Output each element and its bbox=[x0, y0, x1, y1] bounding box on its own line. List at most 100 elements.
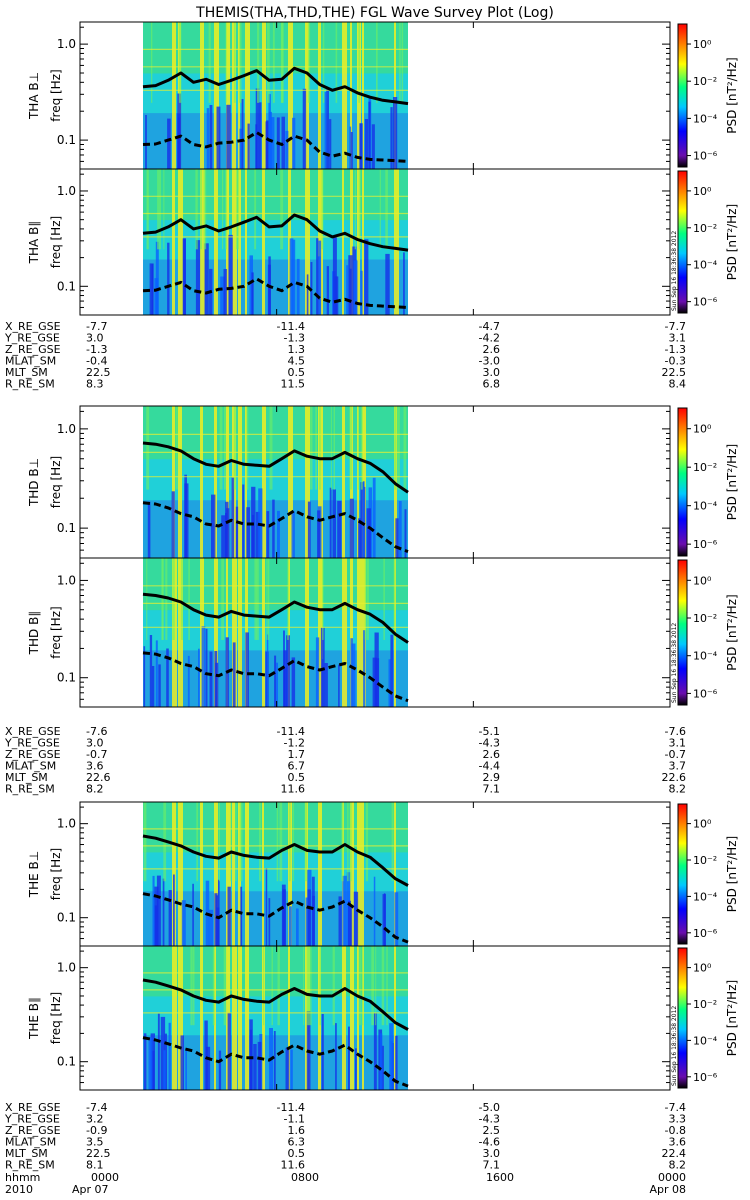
stripe bbox=[270, 117, 275, 169]
stripe bbox=[271, 946, 273, 1026]
panel-label: THE B⊥ bbox=[27, 851, 41, 898]
stripe bbox=[148, 1037, 153, 1090]
stripe bbox=[157, 1013, 160, 1090]
stripe bbox=[222, 169, 224, 250]
stripe bbox=[232, 558, 237, 707]
stripe bbox=[288, 22, 293, 169]
stripe bbox=[276, 802, 279, 882]
stripe bbox=[348, 1026, 350, 1090]
colorbar-tick-label: 10⁻⁶ bbox=[693, 150, 718, 163]
stripe bbox=[226, 802, 231, 946]
stripe bbox=[251, 486, 256, 558]
stripe bbox=[245, 22, 250, 169]
stripe bbox=[251, 272, 254, 315]
stripe bbox=[152, 666, 155, 707]
stripe bbox=[353, 891, 359, 946]
ephem-label: Z_RE_GSE bbox=[5, 1124, 61, 1137]
upper-cyclotron-line bbox=[142, 592, 409, 644]
ephem-label: X_RE_GSE bbox=[5, 725, 61, 738]
stripe bbox=[181, 558, 183, 640]
stripe bbox=[209, 651, 213, 707]
ephem-value: 2.6 bbox=[483, 343, 501, 356]
ephem-value: -1.3 bbox=[665, 343, 686, 356]
stripe bbox=[226, 104, 231, 169]
spectrogram-stripes bbox=[143, 946, 408, 1090]
stripe bbox=[211, 494, 216, 558]
stripe bbox=[162, 558, 164, 640]
colorbar-tick-label: 10⁻² bbox=[693, 998, 717, 1011]
colorbar-tick-label: 10⁻⁶ bbox=[693, 296, 718, 309]
stripe bbox=[287, 558, 289, 640]
stripe bbox=[350, 802, 354, 946]
stripe bbox=[245, 802, 249, 946]
figure-title: THEMIS(THA,THD,THE) FGL Wave Survey Plot… bbox=[195, 5, 554, 21]
stripe bbox=[262, 558, 265, 707]
stripe bbox=[332, 237, 337, 315]
ephem-value: 22.5 bbox=[662, 366, 687, 379]
stripe bbox=[231, 477, 235, 558]
ephem-value: -7.6 bbox=[86, 725, 107, 738]
ephem-label: X_RE_GSE bbox=[5, 1101, 61, 1114]
stripe bbox=[281, 22, 284, 103]
stripe bbox=[322, 558, 324, 640]
end-date-label: Apr 08 bbox=[649, 1183, 686, 1196]
stripe bbox=[349, 802, 352, 882]
stripe bbox=[146, 558, 148, 640]
ephemeris-block-1: X_RE_GSE -7.7 -11.4 -4.7 -7.7Y_RE_GSE 3.0 -1.3… bbox=[4, 320, 686, 391]
ephem-label: MLT_SM bbox=[5, 1147, 48, 1160]
stripe bbox=[160, 1016, 166, 1090]
colorbar-tick-label: 10⁰ bbox=[693, 423, 712, 436]
stripe bbox=[172, 169, 175, 315]
stripe bbox=[185, 1048, 187, 1090]
colorbar-tick-label: 10⁻⁴ bbox=[693, 500, 718, 513]
colorbar bbox=[677, 559, 688, 706]
stripe bbox=[315, 637, 320, 707]
stripe bbox=[348, 900, 351, 946]
stripe bbox=[218, 802, 220, 882]
colorbar-tick-label: 10⁰ bbox=[693, 818, 712, 831]
stripe bbox=[350, 946, 354, 1090]
ephem-label: Z_RE_GSE bbox=[5, 748, 61, 761]
colorbar-tick-label: 10⁻² bbox=[693, 612, 717, 625]
stripe bbox=[209, 105, 213, 169]
stripe bbox=[267, 558, 270, 640]
stripe bbox=[281, 116, 285, 169]
y-axis-label: freq [Hz] bbox=[49, 69, 63, 121]
panel-label: THA B⊥ bbox=[27, 72, 41, 120]
ephem-value: -7.6 bbox=[665, 725, 686, 738]
stripe bbox=[318, 22, 321, 169]
stripe bbox=[226, 22, 230, 169]
stripe bbox=[254, 169, 257, 250]
stripe bbox=[272, 499, 275, 558]
stripe bbox=[241, 99, 244, 169]
stripe bbox=[338, 896, 342, 946]
stripe bbox=[273, 1031, 276, 1090]
stripe bbox=[223, 946, 227, 1026]
ephem-value: -7.7 bbox=[86, 320, 107, 333]
stripe bbox=[379, 1033, 383, 1090]
panel-thd-par: 1.0 0.1 THD B∥ freq [Hz] 10⁰ 10⁻² 10⁻⁴ 10⁻⁶ PSD … bbox=[27, 557, 739, 708]
colorbar-label: PSD [nT²/Hz] bbox=[725, 204, 739, 280]
y-axis-label: freq [Hz] bbox=[49, 848, 63, 900]
stripe bbox=[214, 802, 218, 946]
colorbar-tick-label: 10⁻² bbox=[693, 222, 717, 235]
stripe bbox=[341, 802, 344, 882]
stripe bbox=[280, 169, 284, 250]
ephem-value: 0.5 bbox=[288, 366, 306, 379]
upper-cyclotron-line bbox=[142, 834, 409, 887]
stripe bbox=[360, 270, 363, 315]
stripe bbox=[272, 22, 275, 103]
stripe bbox=[390, 1040, 394, 1090]
upper-cyclotron-line bbox=[142, 213, 409, 252]
stripe bbox=[226, 169, 229, 315]
ephem-value: -0.7 bbox=[86, 748, 107, 761]
time-tick-label: 1600 bbox=[486, 1171, 514, 1184]
colorbar-label: PSD [nT²/Hz] bbox=[725, 444, 739, 520]
ephem-value: 1.7 bbox=[288, 748, 306, 761]
stripe bbox=[166, 648, 169, 707]
stripe bbox=[143, 802, 147, 882]
stripe bbox=[326, 266, 329, 315]
stripe bbox=[187, 655, 190, 707]
stripe bbox=[371, 124, 375, 169]
